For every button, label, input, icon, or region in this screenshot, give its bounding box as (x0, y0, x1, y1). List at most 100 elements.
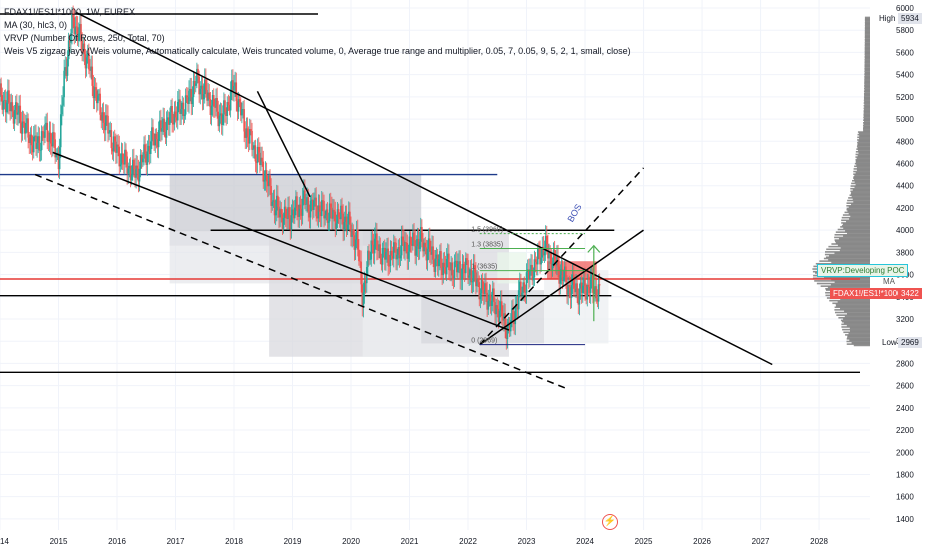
candle-body (304, 190, 306, 205)
candle-body (193, 81, 196, 86)
volume-profile-bar (820, 285, 870, 287)
volume-profile-bar (864, 21, 870, 24)
volume-profile-bar (863, 111, 870, 114)
volume-profile-bar (863, 108, 870, 111)
candle-body (480, 279, 483, 294)
candle-body (205, 79, 207, 90)
candle-body (235, 82, 238, 102)
volume-profile-bar (853, 168, 870, 170)
vrvp-indicator-label[interactable]: VRVP (Number Of Rows, 250, Total, 70) (4, 33, 165, 43)
price-tick-label: 2200 (896, 426, 914, 435)
candle-body (572, 274, 575, 289)
volume-profile-bar (863, 123, 870, 125)
candle-body (340, 205, 342, 220)
candle-body (263, 180, 266, 182)
candle-body (92, 85, 95, 99)
candle-body (139, 154, 142, 169)
candle-body (151, 127, 153, 142)
candle-body (185, 95, 188, 98)
candle-body (8, 90, 10, 104)
volume-profile-bar (864, 27, 870, 29)
volume-profile-bar (864, 98, 870, 100)
price-tick-label: 2600 (896, 382, 914, 391)
price-tick-label: 1600 (896, 493, 914, 502)
volume-profile-bar (855, 156, 870, 158)
volume-profile-bar (863, 99, 870, 102)
candle-body (295, 196, 297, 208)
volume-profile-bar (863, 116, 870, 119)
candle-body (174, 111, 177, 118)
candle-body (138, 168, 141, 182)
candle-body (381, 248, 384, 265)
candle-body (227, 102, 230, 105)
volume-profile-bar (864, 74, 870, 77)
candle-body (349, 211, 351, 225)
candle-body (514, 306, 517, 325)
candle-body (61, 105, 63, 115)
candle-body (396, 254, 398, 260)
volume-profile-bar (843, 223, 870, 226)
candle-body (350, 224, 352, 237)
volume-profile-bar (857, 133, 870, 136)
volume-profile-bar (841, 219, 870, 222)
candle-body (460, 279, 463, 280)
candle-body (291, 209, 294, 216)
volume-profile-bar (856, 157, 870, 160)
trend-line (256, 90, 311, 198)
candle-body (499, 301, 502, 311)
candle-body (437, 259, 440, 267)
candle-body (424, 242, 427, 248)
candle-body (59, 114, 62, 148)
candle-body (102, 112, 105, 123)
weis-indicator-label[interactable]: Weis V5 zigzag jayy (Weis volume, Automa… (4, 46, 631, 56)
volume-profile-bar (864, 37, 870, 40)
candle-body (187, 97, 189, 104)
price-tick-label: 5800 (896, 26, 914, 35)
candle-body (541, 246, 544, 258)
candle-body (3, 100, 6, 101)
candle-body (331, 207, 333, 219)
candle-body (45, 122, 47, 125)
candle-body (66, 59, 69, 76)
volume-profile-bar (864, 73, 870, 75)
trend-line (479, 229, 644, 346)
candle-body (43, 131, 45, 138)
candle-body (63, 70, 65, 98)
ma-indicator-label[interactable]: MA (30, hlc3, 0) (4, 20, 68, 30)
symbol-title[interactable]: FDAX1!/ES1!*1000, 1W, EUREX (4, 7, 136, 17)
volume-profile-bar (864, 69, 870, 71)
volume-profile-bar (840, 307, 870, 310)
candle-body (22, 121, 25, 123)
candle-body (436, 254, 439, 267)
candle-body (172, 122, 175, 125)
volume-profile-bar (851, 195, 870, 198)
candle-body (197, 68, 199, 77)
volume-profile-bar (836, 305, 870, 307)
volume-profile-bar (858, 132, 870, 135)
volume-profile-bar (845, 334, 870, 336)
candle-body (232, 80, 234, 91)
fibonacci-levels[interactable]: 1.5 (3969) 1.3 (3835) 1 (3635) 0 (2969) (471, 227, 586, 346)
volume-profile-bar (857, 149, 870, 152)
volume-profile-bar (846, 338, 870, 340)
candle-body (86, 53, 89, 58)
candle-body (256, 146, 259, 163)
volume-profile-bar (850, 193, 870, 195)
volume-profile-bar (853, 177, 870, 179)
candle-body (188, 90, 190, 104)
candle-body (494, 302, 496, 315)
trend-lines[interactable] (34, 11, 773, 390)
volume-profile-bar (863, 122, 870, 124)
candle-body (20, 122, 23, 134)
candle-body (109, 130, 112, 133)
volume-profile-bar (824, 253, 870, 256)
candle-body (28, 137, 31, 143)
candle-body (196, 68, 198, 84)
volume-profile-bar (864, 31, 870, 33)
lightning-icon[interactable]: ⚡ (602, 514, 618, 530)
range-box (497, 252, 527, 284)
candle-body (542, 246, 545, 256)
candle-body (229, 91, 232, 111)
candle-body (167, 117, 170, 125)
